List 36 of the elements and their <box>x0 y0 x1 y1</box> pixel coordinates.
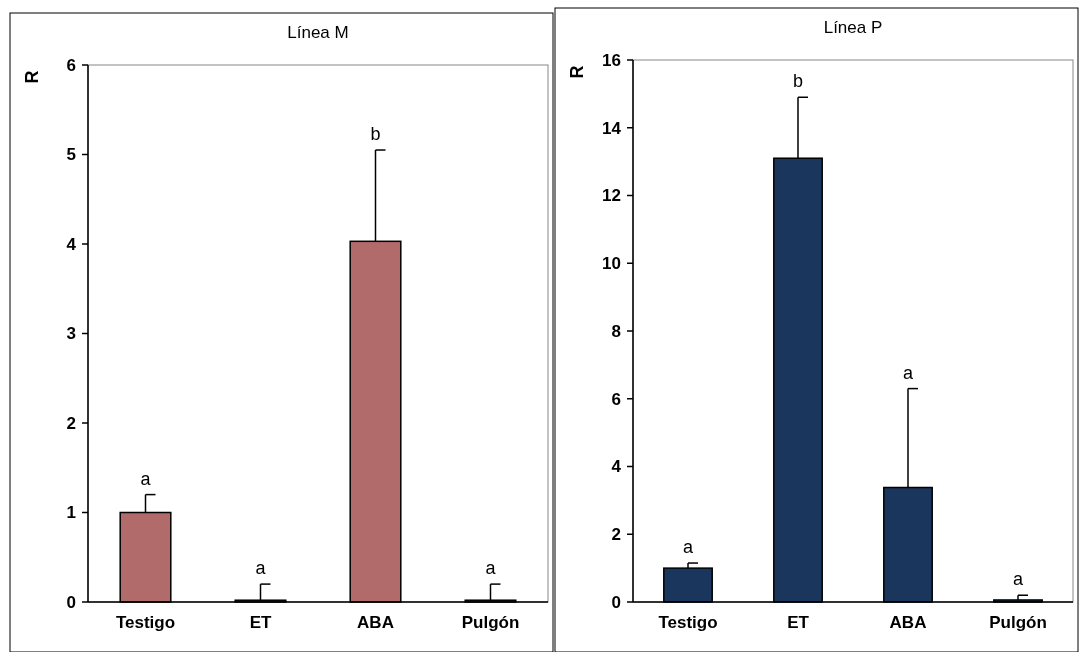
y-tick-label: 2 <box>611 525 621 545</box>
y-tick-label: 4 <box>611 457 622 477</box>
y-axis-title: R <box>22 70 42 84</box>
x-tick-label: ET <box>249 613 272 632</box>
annotation: a <box>140 468 152 489</box>
annotation: b <box>792 71 804 92</box>
chart-title: Línea P <box>823 18 883 37</box>
annotation: a <box>255 558 267 579</box>
y-tick-label: 4 <box>66 234 77 254</box>
annotation: a <box>485 558 497 579</box>
annotation: b <box>370 124 381 145</box>
chart-title: Línea M <box>287 23 349 42</box>
y-tick-label: 14 <box>602 118 622 138</box>
y-tick-label: 2 <box>66 413 76 433</box>
x-tick-label: ET <box>787 613 810 632</box>
annotation: a <box>902 362 914 383</box>
x-tick-label: Pulgón <box>989 613 1047 632</box>
y-tick-label: 1 <box>66 503 76 523</box>
x-tick-label: ABA <box>889 613 927 632</box>
x-tick-label: ABA <box>357 613 394 632</box>
x-tick-label: Testigo <box>115 613 176 632</box>
annotation: a <box>1012 569 1024 590</box>
y-tick-label: 6 <box>66 55 76 75</box>
y-tick-label: 16 <box>602 50 621 70</box>
y-tick-label: 3 <box>66 324 76 344</box>
y-tick-label: 6 <box>611 389 621 409</box>
x-tick-label: Testigo <box>658 613 718 632</box>
y-tick-label: 5 <box>66 145 76 165</box>
y-tick-label: 10 <box>602 254 621 274</box>
y-tick-label: 0 <box>611 592 621 612</box>
annotation: a <box>682 537 694 558</box>
x-tick-label: Pulgón <box>461 613 520 632</box>
y-tick-label: 8 <box>611 321 621 341</box>
y-tick-label: 0 <box>66 592 76 612</box>
y-tick-label: 12 <box>602 186 621 206</box>
y-axis-title: R <box>567 65 587 79</box>
